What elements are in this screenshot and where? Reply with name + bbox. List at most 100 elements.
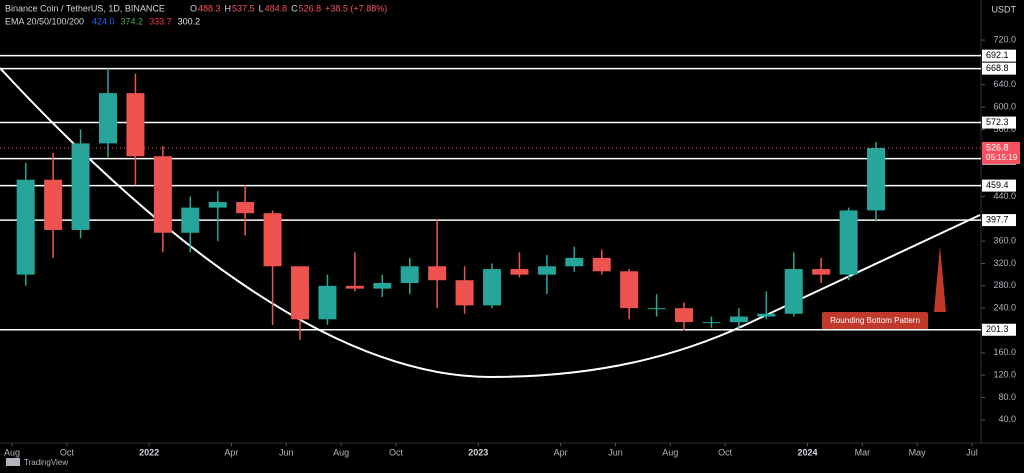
y-tick-label: 440.0: [993, 191, 1016, 201]
annotation-box: [822, 312, 928, 330]
candle-body: [373, 283, 392, 289]
y-tick-label: 280.0: [993, 280, 1016, 290]
level-label: 572.3: [986, 117, 1009, 127]
ohlc-value: 526.8: [299, 3, 322, 13]
ohlc-key: C: [291, 3, 298, 13]
candle-body: [16, 179, 35, 275]
candle-body: [620, 271, 639, 309]
candle-body: [236, 202, 255, 214]
y-tick-label: 240.0: [993, 303, 1016, 313]
y-tick-label: 360.0: [993, 236, 1016, 246]
y-tick-label: 600.0: [993, 101, 1016, 111]
x-tick-label: Oct: [389, 447, 404, 457]
candle-body: [291, 266, 310, 320]
candle-body: [784, 269, 803, 314]
candle-body: [867, 147, 886, 211]
countdown: 05:15:19: [986, 153, 1018, 162]
ohlc-value: 537.5: [232, 3, 255, 13]
level-label-box: [982, 116, 1016, 129]
candle-body: [153, 156, 172, 233]
level-label-box: [982, 49, 1016, 62]
x-tick-label: May: [909, 447, 927, 457]
y-tick-label: 640.0: [993, 79, 1016, 89]
candle-body: [647, 308, 666, 310]
candle-body: [318, 285, 337, 320]
x-tick-label: Oct: [718, 447, 733, 457]
ema-value: 300.2: [178, 16, 201, 26]
ohlc-value: 484.8: [265, 3, 288, 13]
candle-body: [757, 313, 776, 317]
x-tick-label: Jul: [966, 447, 978, 457]
candle-body: [345, 285, 364, 289]
ohlc-value: 488.3: [198, 3, 221, 13]
level-label: 201.3: [986, 324, 1009, 334]
candle-body: [483, 269, 502, 306]
x-tick-label: 2022: [139, 447, 159, 457]
candle-body: [44, 179, 63, 230]
candle-body: [702, 322, 721, 324]
brand-logo: [6, 458, 20, 466]
currency: USDT: [992, 4, 1017, 14]
annotation-arrow: [934, 246, 946, 312]
candle-body: [729, 316, 748, 323]
x-tick-label: Mar: [855, 447, 871, 457]
x-tick-label: 2023: [468, 447, 488, 457]
candle-body: [812, 269, 831, 275]
x-tick-label: 2024: [797, 447, 817, 457]
x-tick-label: Aug: [662, 447, 678, 457]
change: +38.5 (+7.88%): [325, 3, 387, 13]
level-label-box: [982, 179, 1016, 192]
candle-body: [510, 269, 529, 275]
x-tick-label: Aug: [333, 447, 349, 457]
x-tick-label: Apr: [554, 447, 568, 457]
ema-label: EMA 20/50/100/200: [5, 16, 84, 26]
level-label: 397.7: [986, 214, 1009, 224]
symbol: Binance Coin / TetherUS, 1D, BINANCE: [5, 3, 165, 13]
ohlc-key: L: [259, 3, 264, 13]
level-label-box: [982, 214, 1016, 227]
brand: TradingView: [24, 458, 68, 467]
ema-value: 374.2: [121, 16, 144, 26]
x-tick-label: Aug: [4, 447, 20, 457]
x-tick-label: Jun: [608, 447, 623, 457]
candle-body: [565, 257, 584, 267]
ohlc-key: H: [225, 3, 232, 13]
level-label-box: [982, 62, 1016, 75]
ema-value: 424.0: [92, 16, 115, 26]
candle-body: [455, 280, 474, 306]
y-tick-label: 160.0: [993, 347, 1016, 357]
annotation: Rounding Bottom Pattern: [830, 316, 920, 325]
candle-body: [400, 266, 419, 284]
candle-body: [71, 143, 90, 230]
level-label: 668.8: [986, 63, 1009, 73]
last-price: 526.8: [986, 142, 1009, 152]
y-tick-label: 40.0: [998, 414, 1016, 424]
ema-value: 333.7: [149, 16, 172, 26]
y-tick-label: 720.0: [993, 34, 1016, 44]
level-label: 692.1: [986, 50, 1009, 60]
level-label-box: [982, 323, 1016, 336]
x-tick-label: Jun: [279, 447, 294, 457]
rounding-bottom-curve: [0, 67, 981, 379]
candle-body: [263, 213, 282, 267]
ohlc-key: O: [190, 3, 197, 13]
candle-body: [99, 93, 118, 144]
y-tick-label: 320.0: [993, 258, 1016, 268]
candle-body: [839, 210, 858, 275]
y-tick-label: 120.0: [993, 370, 1016, 380]
y-tick-label: 560.0: [993, 124, 1016, 134]
candle-body: [126, 93, 145, 157]
level-label: 459.4: [986, 180, 1009, 190]
candle-body: [537, 266, 556, 275]
candle-body: [592, 257, 611, 272]
x-tick-label: Apr: [224, 447, 238, 457]
y-tick-label: 80.0: [998, 392, 1016, 402]
candle-body: [208, 202, 227, 208]
x-tick-label: Oct: [60, 447, 75, 457]
candle-body: [675, 308, 694, 323]
candle-body: [181, 207, 200, 233]
last-price-box: [982, 141, 1020, 164]
candle-body: [428, 266, 447, 281]
